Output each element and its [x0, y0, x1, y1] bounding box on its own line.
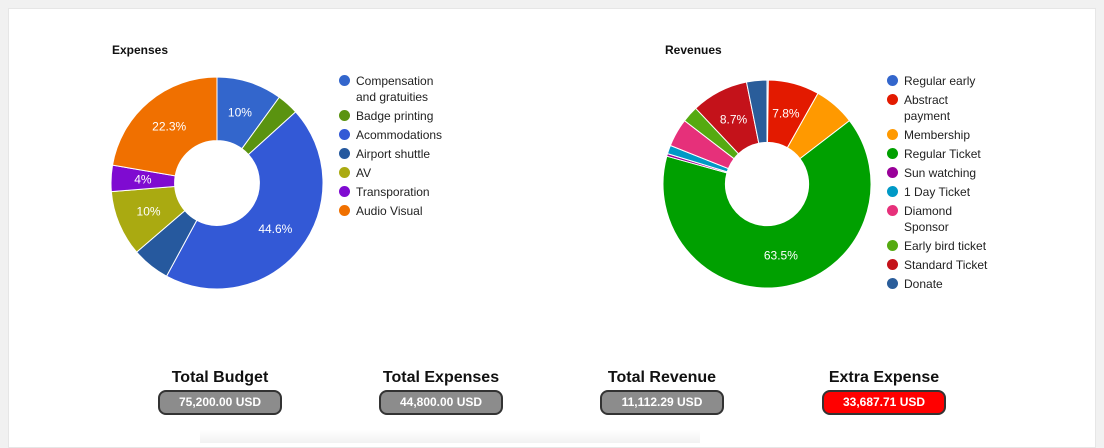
legend-label: Audio Visual [356, 204, 423, 218]
total-budget-title: Total Budget [171, 369, 269, 386]
legend-label: Donate [904, 277, 943, 291]
legend-label: Sun watching [904, 166, 977, 180]
legend-label: Membership [904, 128, 971, 142]
expenses-legend-item-audio-visual[interactable]: Audio Visual [339, 203, 448, 219]
expenses-slice-label-av: 10% [137, 205, 161, 219]
expenses-slice-audio-visual[interactable] [111, 76, 218, 177]
legend-swatch-icon [887, 278, 898, 289]
revenues-legend-item-standard-ticket[interactable]: Standard Ticket [887, 257, 994, 273]
expenses-slice-label-acommodations: 44.6% [258, 222, 292, 236]
expenses-legend-item-av[interactable]: AV [339, 165, 448, 181]
expenses-slice-acommodations[interactable] [165, 111, 324, 290]
legend-swatch-icon [339, 186, 350, 197]
legend-label: Acommodations [356, 128, 443, 142]
revenues-legend-item-regular-ticket[interactable]: Regular Ticket [887, 146, 994, 162]
extra-expense-summary: Extra Expense 33,687.71 USD [794, 368, 974, 415]
legend-label: Transporation [356, 185, 430, 199]
legend-swatch-icon [339, 129, 350, 140]
legend-swatch-icon [339, 167, 350, 178]
revenues-donut-chart: 7.8% 63.5% 8.7% [662, 79, 872, 289]
legend-swatch-icon [887, 205, 898, 216]
legend-swatch-icon [887, 75, 898, 86]
total-expenses-value: 44,800.00 USD [379, 390, 503, 415]
expenses-legend: Compensation and gratuities Badge printin… [339, 73, 448, 222]
legend-label: Abstract payment [904, 93, 951, 123]
revenues-legend-item-donate[interactable]: Donate [887, 276, 994, 292]
legend-label: Regular Ticket [904, 147, 981, 161]
legend-swatch-icon [887, 94, 898, 105]
bottom-shadow [200, 430, 700, 443]
expenses-legend-item-compensation-and-gratuities[interactable]: Compensation and gratuities [339, 73, 448, 105]
revenues-slice-label-abstract-payment: 7.8% [772, 107, 800, 121]
legend-swatch-icon [339, 205, 350, 216]
revenues-slice-label-regular-ticket: 63.5% [764, 248, 798, 262]
revenues-slice-label-standard-ticket: 8.7% [720, 112, 748, 126]
legend-label: Regular early [904, 74, 976, 88]
legend-label: Compensation and gratuities [356, 74, 434, 104]
total-expenses-title: Total Expenses [382, 369, 500, 386]
expenses-legend-item-transporation[interactable]: Transporation [339, 184, 448, 200]
expenses-legend-item-badge-printing[interactable]: Badge printing [339, 108, 448, 124]
revenues-legend-item-early-bird-ticket[interactable]: Early bird ticket [887, 238, 994, 254]
legend-swatch-icon [887, 129, 898, 140]
total-expenses-summary: Total Expenses 44,800.00 USD [351, 368, 531, 415]
revenues-legend: Regular early Abstract payment Membership R… [887, 73, 994, 295]
legend-label: Badge printing [356, 109, 434, 123]
revenues-chart-title: Revenues [665, 43, 722, 57]
legend-swatch-icon [887, 259, 898, 270]
legend-swatch-icon [887, 240, 898, 251]
revenues-slice-donate[interactable] [745, 79, 768, 144]
expenses-donut-chart: 10% 44.6% 10% 4% 22.3% [110, 76, 324, 290]
legend-label: AV [356, 166, 372, 180]
legend-label: Early bird ticket [904, 239, 987, 253]
legend-label: 1 Day Ticket [904, 185, 971, 199]
legend-label: Diamond Sponsor [904, 204, 953, 234]
expenses-slice-label-transporation: 4% [134, 173, 152, 187]
expenses-legend-item-airport-shuttle[interactable]: Airport shuttle [339, 146, 448, 162]
total-budget-summary: Total Budget 75,200.00 USD [130, 368, 310, 415]
expenses-chart-title: Expenses [112, 43, 169, 57]
revenues-legend-item-diamond-sponsor[interactable]: Diamond Sponsor [887, 203, 994, 235]
revenues-slice-regular-ticket[interactable] [662, 119, 872, 289]
extra-expense-value: 33,687.71 USD [822, 390, 946, 415]
total-revenue-title: Total Revenue [607, 369, 717, 386]
revenues-legend-item-regular-early[interactable]: Regular early [887, 73, 994, 89]
revenues-legend-item-membership[interactable]: Membership [887, 127, 994, 143]
legend-label: Airport shuttle [356, 147, 431, 161]
total-revenue-summary: Total Revenue 11,112.29 USD [572, 368, 752, 415]
legend-swatch-icon [887, 148, 898, 159]
revenues-legend-item-sun-watching[interactable]: Sun watching [887, 165, 994, 181]
legend-swatch-icon [339, 75, 350, 86]
total-revenue-value: 11,112.29 USD [600, 390, 724, 415]
expenses-slice-label-audio-visual: 22.3% [152, 119, 186, 133]
expenses-legend-item-acommodations[interactable]: Acommodations [339, 127, 448, 143]
expenses-slice-label-compensation-and-gratuities: 10% [228, 105, 252, 119]
extra-expense-title: Extra Expense [828, 369, 940, 386]
revenues-legend-item-abstract-payment[interactable]: Abstract payment [887, 92, 994, 124]
total-budget-value: 75,200.00 USD [158, 390, 282, 415]
revenues-legend-item-1-day-ticket[interactable]: 1 Day Ticket [887, 184, 994, 200]
legend-swatch-icon [887, 186, 898, 197]
legend-label: Standard Ticket [904, 258, 988, 272]
legend-swatch-icon [339, 148, 350, 159]
legend-swatch-icon [887, 167, 898, 178]
legend-swatch-icon [339, 110, 350, 121]
